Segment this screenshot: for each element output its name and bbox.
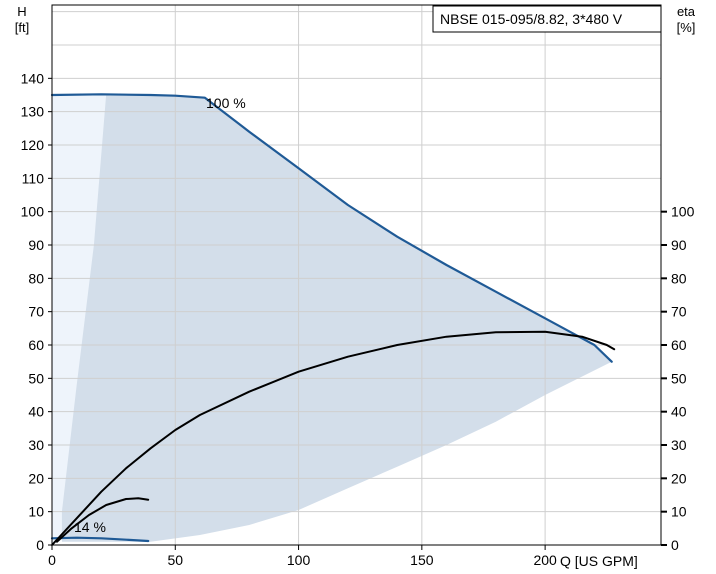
y-right-tick-label: 0 [671, 537, 679, 553]
legend-box: NBSE 015-095/8.82, 3*480 V [432, 5, 662, 33]
y-left-tick-label: 70 [28, 304, 44, 320]
y-right-tick-label: 50 [671, 370, 687, 386]
y-left-tick-label: 140 [21, 70, 45, 86]
annotation-14-percent: 14 % [74, 519, 106, 535]
y-right-label-line2: [%] [677, 20, 696, 35]
y-left-tick-label: 10 [28, 504, 44, 520]
plot-frame [51, 4, 662, 546]
y-left-tick-label: 90 [28, 237, 44, 253]
y-left-tick-label: 60 [28, 337, 44, 353]
head-curve [50, 536, 150, 543]
y-right-tick-label: 90 [671, 237, 687, 253]
y-left-tick-label: 120 [21, 137, 45, 153]
chart-title: NBSE 015-095/8.82, 3*480 V [440, 11, 623, 27]
regions-layer [52, 94, 612, 545]
curves-layer [50, 93, 616, 546]
y-right-tick-label: 100 [671, 204, 695, 220]
y-left-tick-label: 40 [28, 404, 44, 420]
y-right-label-line1: eta [677, 4, 696, 19]
y-right-tick-label: 40 [671, 404, 687, 420]
y-left-tick-label: 130 [21, 104, 45, 120]
grid-layer [52, 5, 661, 545]
y-left-tick-label: 80 [28, 270, 44, 286]
x-tick-label: 100 [287, 552, 311, 568]
ticks-layer: 0 50 100 150 2000102030405060708090100110120… [21, 70, 695, 568]
y-right-tick-label: 70 [671, 304, 687, 320]
y-right-tick-label: 30 [671, 437, 687, 453]
head-curve [50, 93, 613, 363]
y-left-tick-label: 100 [21, 204, 45, 220]
y-left-tick-label: 50 [28, 370, 44, 386]
y-right-tick-label: 20 [671, 470, 687, 486]
y-left-tick-label: 110 [22, 170, 45, 186]
y-left-label-line2: [ft] [15, 20, 29, 35]
operating-region [61, 94, 612, 542]
y-left-label-line1: H [17, 4, 26, 19]
x-tick-label: 200 [533, 552, 557, 568]
x-tick-label: 0 [48, 552, 56, 568]
y-left-tick-label: 30 [28, 437, 44, 453]
y-left-tick-label: 0 [36, 537, 44, 553]
annotation-100-percent: 100 % [206, 95, 246, 111]
efficiency-curve [51, 330, 616, 546]
y-left-tick-label: 20 [28, 470, 44, 486]
x-tick-label: 50 [167, 552, 183, 568]
efficiency-curve [55, 497, 150, 543]
x-axis-label: Q [US GPM] [560, 553, 638, 569]
y-right-tick-label: 80 [671, 270, 687, 286]
x-tick-label: 150 [410, 552, 434, 568]
y-right-tick-label: 60 [671, 337, 687, 353]
y-right-tick-label: 10 [671, 504, 687, 520]
